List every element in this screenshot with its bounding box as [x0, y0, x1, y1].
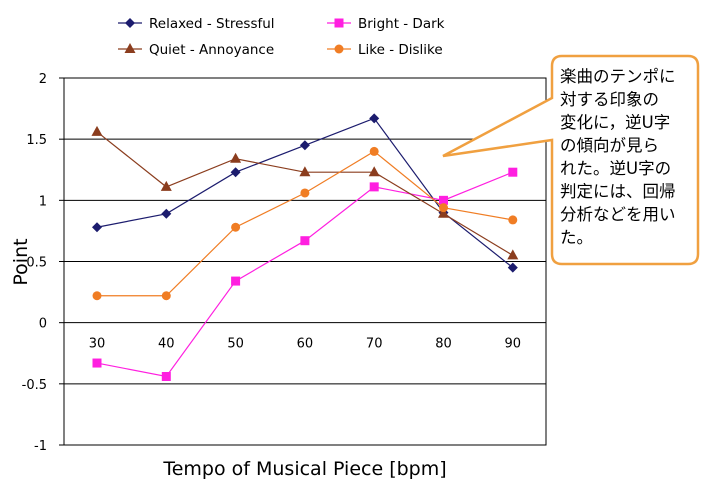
data-point	[369, 182, 379, 192]
data-point	[231, 222, 241, 232]
data-point	[369, 113, 380, 124]
callout-text-line: 分析などを用い	[560, 205, 676, 224]
legend-label: Relaxed - Stressful	[149, 16, 275, 32]
y-tick-label: 1.5	[26, 133, 47, 148]
data-point	[368, 166, 380, 177]
data-point	[334, 44, 344, 54]
data-point	[124, 43, 136, 53]
y-tick-label: 1	[39, 194, 47, 209]
x-tick-label: 90	[505, 337, 522, 352]
legend-label: Bright - Dark	[358, 16, 445, 32]
x-tick-label: 50	[227, 337, 244, 352]
data-point	[507, 262, 518, 273]
data-point	[300, 236, 310, 246]
y-axis-title: Point	[10, 238, 32, 285]
data-point	[439, 203, 448, 213]
data-point	[160, 180, 172, 191]
y-tick-label: 0.5	[26, 256, 47, 271]
callout-text-line: 対する印象の	[560, 90, 659, 109]
data-point	[507, 249, 519, 260]
callout-text-line: 変化に，逆U字	[560, 113, 670, 132]
data-point	[299, 166, 311, 177]
legend-label: Like - Dislike	[358, 42, 443, 58]
legend-label: Quiet - Annoyance	[149, 42, 274, 58]
y-tick-label: 2	[39, 72, 47, 87]
data-point	[299, 140, 310, 151]
data-point	[161, 208, 172, 219]
data-point	[92, 291, 102, 301]
data-point	[92, 222, 102, 233]
data-point	[91, 125, 103, 136]
data-point	[230, 152, 242, 163]
callout-text-line: の傾向が見ら	[560, 136, 659, 155]
data-point	[161, 291, 171, 301]
callout-text-line: れた。逆U字の	[560, 159, 671, 178]
data-point	[508, 167, 518, 177]
y-tick-label: -0.5	[22, 378, 47, 393]
x-tick-label: 30	[89, 337, 106, 352]
data-point	[300, 188, 310, 198]
x-tick-label: 40	[158, 337, 175, 352]
y-tick-label: 0	[39, 317, 47, 332]
data-point	[508, 215, 518, 225]
data-point	[92, 358, 102, 368]
callout-text-line: 楽曲のテンポに	[560, 67, 676, 86]
data-point	[230, 167, 241, 178]
data-point	[439, 195, 448, 205]
data-point	[161, 371, 171, 381]
data-point	[231, 276, 241, 286]
data-point	[334, 18, 344, 28]
x-tick-label: 60	[297, 337, 314, 352]
callout-shape	[442, 54, 700, 266]
callout-text-line: 判定には、回帰	[560, 182, 676, 201]
data-point	[438, 207, 449, 218]
data-point	[125, 18, 135, 28]
y-tick-label: -1	[34, 439, 47, 454]
x-tick-label: 70	[366, 337, 383, 352]
x-axis-title: Tempo of Musical Piece [bpm]	[162, 458, 446, 480]
x-tick-label: 80	[435, 337, 452, 352]
data-point	[369, 146, 379, 156]
callout-text-line: た。	[560, 228, 593, 247]
callout: 楽曲のテンポに 対する印象の 変化に，逆U字 の傾向が見ら れた。逆U字の 判定…	[442, 54, 700, 266]
